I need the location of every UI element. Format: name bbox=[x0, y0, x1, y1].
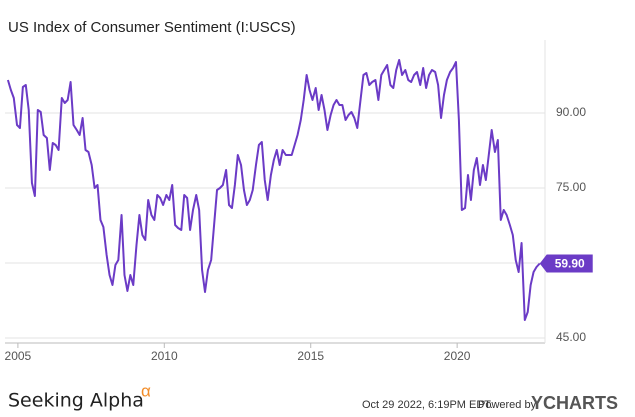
chart-title: US Index of Consumer Sentiment (I:USCS) bbox=[8, 19, 296, 36]
y-tick-label: 90.00 bbox=[556, 105, 586, 119]
data-label: 59.90 bbox=[555, 257, 585, 271]
x-tick-label: 2020 bbox=[444, 349, 471, 363]
last-value-callout: 59.90 bbox=[539, 254, 593, 273]
brand: Seeking Alpha bbox=[8, 390, 144, 412]
brand-mark: α bbox=[141, 381, 151, 400]
x-tick-label: 2015 bbox=[297, 349, 324, 363]
y-tick-label: 45.00 bbox=[556, 330, 586, 344]
line-series bbox=[6, 59, 541, 321]
callout-box bbox=[539, 254, 593, 273]
provider-logo: YCHARTS bbox=[531, 393, 618, 413]
y-tick-label: 75.00 bbox=[556, 180, 586, 194]
timestamp: Oct 29 2022, 6:19PM EDT. bbox=[362, 399, 493, 411]
x-tick-label: 2010 bbox=[151, 349, 178, 363]
x-tick-label: 2005 bbox=[5, 349, 32, 363]
powered-by: Powered by bbox=[478, 399, 537, 411]
